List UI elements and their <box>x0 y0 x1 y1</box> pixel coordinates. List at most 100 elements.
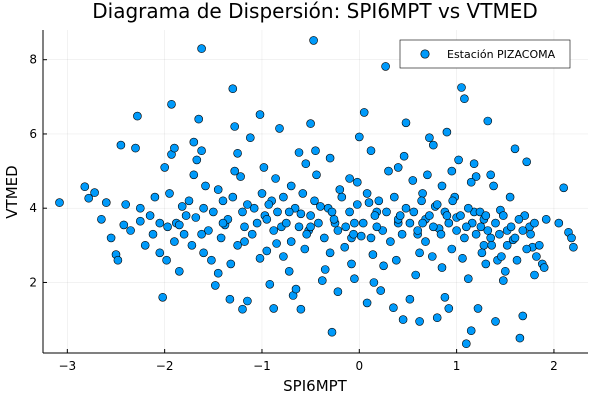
data-point <box>218 196 228 206</box>
data-point <box>417 196 426 206</box>
legend-marker <box>420 49 430 59</box>
data-point <box>486 170 496 180</box>
data-point <box>379 261 388 271</box>
data-point <box>145 211 155 220</box>
data-point <box>473 304 483 313</box>
data-point <box>530 270 539 280</box>
data-point <box>498 211 508 220</box>
data-point <box>452 226 461 235</box>
data-point <box>408 176 418 185</box>
data-point <box>230 166 239 176</box>
data-point <box>329 215 339 224</box>
data-point <box>362 298 372 308</box>
data-point <box>175 266 184 276</box>
data-point <box>269 226 279 235</box>
x-tick-label: −3 <box>58 359 76 373</box>
data-point <box>335 185 345 194</box>
data-point <box>284 207 294 217</box>
data-point <box>372 222 382 232</box>
data-point <box>567 233 576 243</box>
data-point <box>309 36 318 45</box>
data-point <box>491 317 500 326</box>
data-point <box>362 189 372 198</box>
data-point <box>442 211 452 220</box>
data-point <box>518 311 528 321</box>
data-point <box>181 211 191 220</box>
data-point <box>374 196 384 206</box>
data-point <box>554 218 564 228</box>
data-point <box>311 146 320 155</box>
data-point <box>483 116 493 126</box>
data-point <box>341 222 351 232</box>
data-point <box>175 220 184 230</box>
data-point <box>300 244 310 254</box>
data-point <box>345 174 354 183</box>
data-point <box>506 222 516 232</box>
data-point <box>425 133 434 142</box>
data-point <box>131 143 140 153</box>
data-point <box>192 155 202 165</box>
data-point <box>189 137 199 147</box>
data-point <box>317 276 327 285</box>
data-point <box>487 241 497 250</box>
data-point <box>201 181 210 191</box>
data-point <box>255 110 265 119</box>
data-point <box>213 185 223 194</box>
data-point <box>165 189 174 198</box>
data-point <box>319 233 329 243</box>
data-point <box>532 252 541 261</box>
data-point <box>340 242 350 252</box>
data-point <box>522 244 532 254</box>
data-point <box>539 263 549 272</box>
data-point <box>158 292 167 302</box>
data-point <box>515 333 525 343</box>
data-point <box>243 200 252 209</box>
data-point <box>155 218 165 228</box>
data-point <box>184 196 194 206</box>
data-point <box>209 207 218 217</box>
data-point <box>170 143 179 153</box>
data-point <box>370 211 380 220</box>
data-point <box>405 294 415 304</box>
data-point <box>204 226 213 235</box>
data-point <box>347 259 356 269</box>
data-point <box>298 189 308 198</box>
data-point <box>350 218 359 228</box>
data-point <box>291 284 301 294</box>
data-point <box>447 166 457 176</box>
data-point <box>194 114 203 124</box>
data-point <box>398 315 408 324</box>
chart-title: Diagrama de Dispersión: SPI6MPT vs VTMED <box>92 0 538 23</box>
data-point <box>218 218 228 228</box>
data-point <box>460 94 469 103</box>
data-point <box>273 207 282 217</box>
data-point <box>510 233 520 243</box>
data-point <box>310 196 319 206</box>
data-point <box>327 327 337 337</box>
data-point <box>226 259 236 269</box>
data-point <box>518 226 528 235</box>
data-point <box>483 226 493 235</box>
data-point <box>238 304 247 314</box>
data-point <box>243 296 252 306</box>
x-tick-label: 0 <box>355 359 363 373</box>
data-point <box>197 229 206 239</box>
data-point <box>437 263 447 272</box>
data-point <box>80 182 90 191</box>
data-point <box>352 200 362 209</box>
data-point <box>320 265 330 274</box>
data-point <box>306 222 315 232</box>
data-point <box>481 211 491 220</box>
data-point <box>354 132 364 142</box>
data-point <box>559 183 569 193</box>
data-point <box>238 207 247 217</box>
data-point <box>312 170 321 180</box>
data-point <box>106 233 116 243</box>
data-point <box>246 133 255 142</box>
x-tick-label: −2 <box>156 359 174 373</box>
data-point <box>170 237 179 246</box>
data-point <box>113 255 123 265</box>
data-point <box>314 218 323 228</box>
data-point <box>495 229 504 239</box>
data-point <box>381 62 390 71</box>
